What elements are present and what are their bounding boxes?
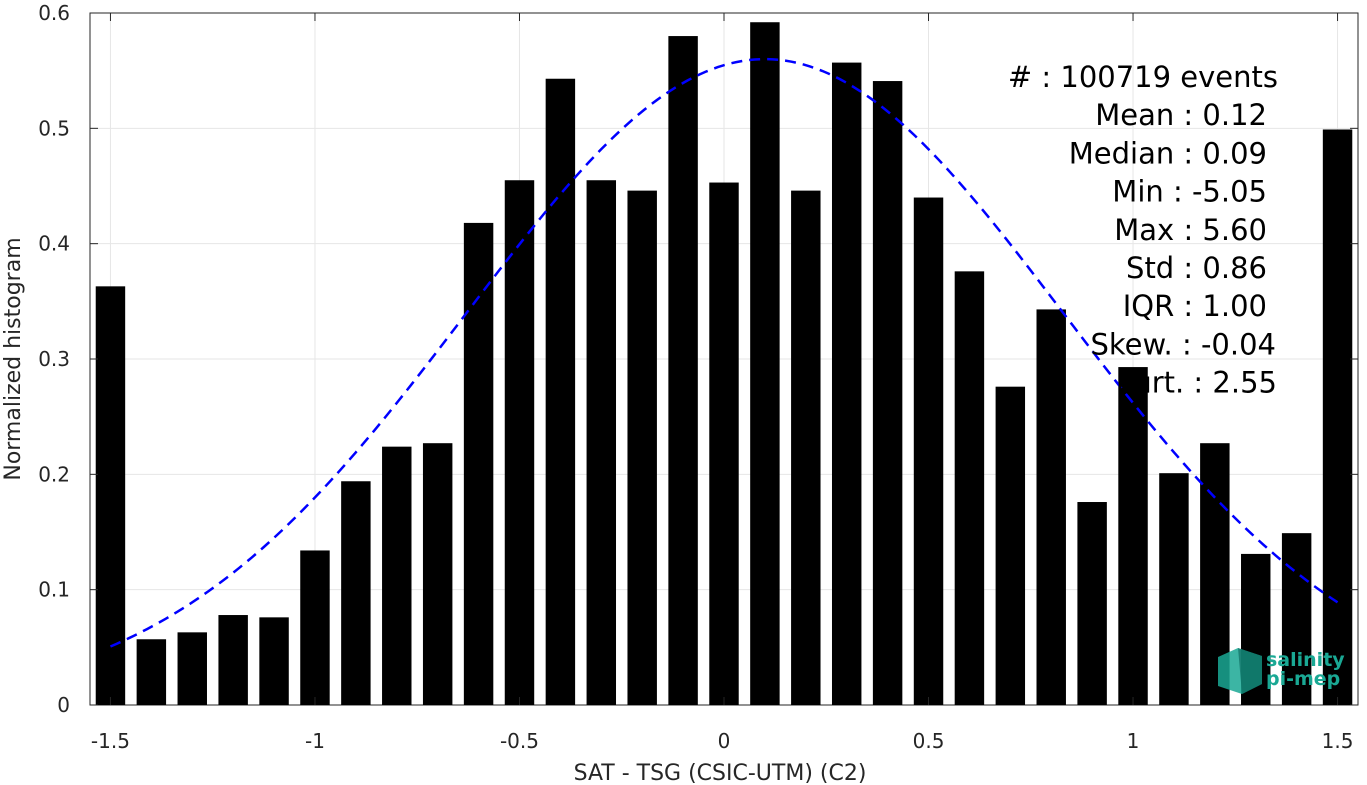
histogram-bar [136, 639, 167, 705]
histogram-bar [1077, 502, 1107, 705]
histogram-bar [709, 182, 739, 706]
histogram-bar [504, 180, 535, 705]
histogram-bar [545, 78, 576, 706]
histogram-bar [300, 550, 330, 705]
histogram-bar [668, 36, 698, 706]
x-tick-label: -1 [305, 729, 325, 753]
histogram-bar [995, 386, 1026, 705]
y-tick-label: 0 [57, 693, 70, 717]
stat-line: Mean : 0.12 [1095, 98, 1267, 132]
stat-line: Min : -5.05 [1112, 175, 1267, 209]
histogram-bar [1322, 129, 1353, 705]
y-tick-label: 0.6 [38, 1, 70, 25]
histogram-bars [95, 22, 1353, 706]
histogram-bar [586, 180, 617, 705]
x-tick-label: 1.5 [1322, 729, 1354, 753]
histogram-bar [422, 443, 453, 705]
x-tick-label: -0.5 [500, 729, 539, 753]
histogram-bar [341, 481, 371, 705]
histogram-bar [872, 81, 903, 705]
y-axis-label: Normalized histogram [1, 237, 26, 480]
histogram-bar [1118, 367, 1148, 705]
histogram-bar [1281, 533, 1312, 705]
histogram-bar [954, 271, 985, 705]
gaussian-fit-curve [109, 57, 1339, 648]
stat-line: Median : 0.09 [1069, 136, 1267, 170]
histogram-bar [463, 222, 494, 705]
histogram-bar [750, 22, 780, 705]
y-tick-label: 0.2 [38, 462, 70, 486]
x-tick-label: 0 [718, 729, 731, 753]
stat-line: Max : 5.60 [1114, 213, 1267, 247]
histogram-bar [218, 615, 248, 705]
x-tick-label: 1 [1127, 729, 1140, 753]
y-tick-label: 0.1 [38, 578, 70, 602]
histogram-bar [791, 190, 821, 705]
salinity-pimep-logo: salinity pi-mep [1218, 648, 1345, 694]
axis-ticks [90, 12, 1358, 706]
x-tick-labels: -1.5 -1 -0.5 0 0.5 1 1.5 [91, 729, 1354, 753]
histogram-bar [831, 62, 862, 706]
histogram-bar [1159, 473, 1189, 705]
histogram-bar [259, 617, 289, 705]
stat-line: Kurt. : 2.55 [1116, 366, 1277, 400]
statistics-box: # : 100719 events Mean : 0.12 Median : 0.0… [1008, 60, 1278, 400]
stat-line: IQR : 1.00 [1123, 289, 1267, 323]
y-tick-label: 0.3 [38, 347, 70, 371]
histogram-bar [177, 632, 207, 705]
histogram-bar [627, 190, 657, 705]
logo-cube-shade [1238, 648, 1262, 694]
stat-line: Skew. : -0.04 [1090, 327, 1276, 361]
histogram-bar [1036, 309, 1066, 705]
histogram-bar [95, 286, 126, 705]
logo-text-salinity: salinity [1266, 649, 1345, 671]
x-tick-label: 0.5 [913, 729, 945, 753]
histogram-bar [382, 446, 412, 705]
x-tick-label: -1.5 [91, 729, 130, 753]
stat-line: # : 100719 events [1008, 60, 1278, 94]
x-axis-label: SAT - TSG (CSIC-UTM) (C2) [574, 761, 867, 785]
logo-text-pimep: pi-mep [1266, 668, 1340, 690]
stat-line: Std : 0.86 [1126, 251, 1267, 285]
y-tick-labels: 0 0.1 0.2 0.3 0.4 0.5 0.6 [38, 1, 70, 717]
histogram-bar [913, 197, 944, 706]
y-tick-label: 0.5 [38, 116, 70, 140]
y-tick-label: 0.4 [38, 232, 70, 256]
